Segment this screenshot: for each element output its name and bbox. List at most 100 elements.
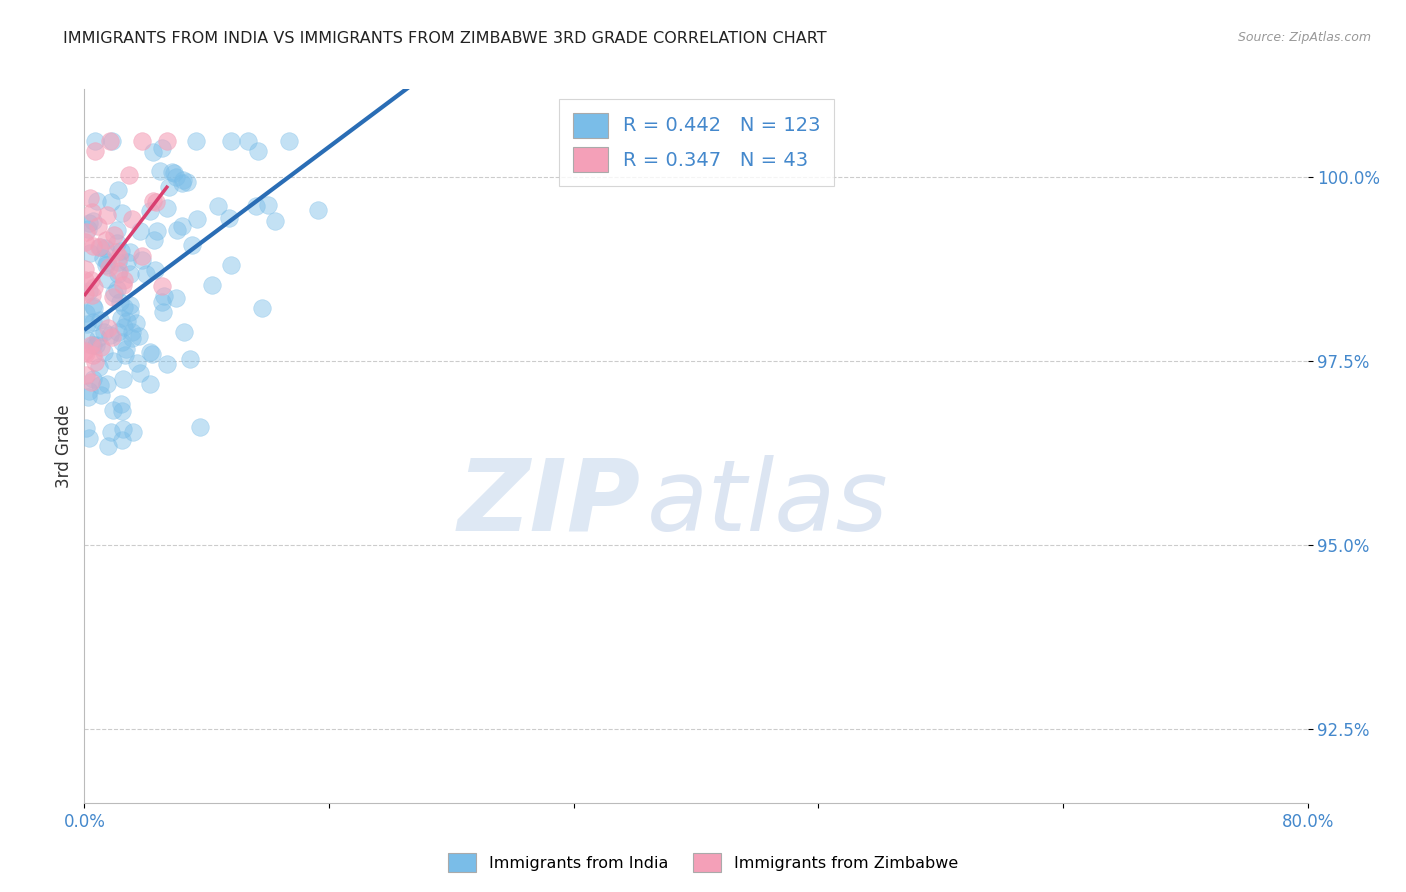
Point [118,297,141,311]
Point [100,329,122,343]
Point [256,198,278,212]
Point [131,249,153,263]
Point [150,294,173,309]
Point [188,420,211,434]
Point [83,301,105,315]
Point [111,335,134,350]
Point [103,285,125,300]
Point [75,344,97,359]
Point [83,355,105,369]
Point [75,332,97,346]
Point [107,267,129,281]
Point [101,289,124,303]
Point [97,260,120,275]
Point [111,404,134,418]
Point [131,134,153,148]
Point [93,252,115,266]
Point [82,214,104,228]
Point [107,183,129,197]
Point [110,311,132,326]
Point [145,195,167,210]
Point [176,175,198,189]
Point [110,244,132,259]
Point [165,291,187,305]
Point [307,202,329,217]
Legend: R = 0.442   N = 123, R = 0.347   N = 43: R = 0.442 N = 123, R = 0.347 N = 43 [560,99,834,186]
Point [94,233,117,247]
Point [112,273,135,287]
Point [89,240,111,254]
Point [77,216,100,230]
Point [80,337,103,351]
Point [82,372,104,386]
Point [100,194,122,209]
Point [186,212,208,227]
Point [163,165,186,179]
Point [100,134,122,148]
Point [101,403,124,417]
Point [75,273,97,287]
Point [160,165,183,179]
Point [90,388,112,402]
Point [105,235,128,250]
Point [128,329,150,343]
Point [75,420,97,434]
Point [122,425,145,439]
Point [82,239,104,253]
Point [93,325,115,339]
Point [150,141,173,155]
Point [110,397,132,411]
Point [278,134,301,148]
Point [125,317,148,331]
Point [79,375,101,389]
Point [118,267,141,281]
Point [157,180,180,194]
Point [156,134,179,148]
Point [75,368,97,383]
Point [108,250,131,264]
Point [76,318,98,332]
Point [118,168,141,182]
Point [115,254,138,268]
Point [75,306,97,320]
Point [172,173,194,187]
Point [236,134,259,148]
Point [111,277,134,292]
Point [96,255,118,269]
Point [87,359,110,374]
Point [101,134,124,148]
Point [82,288,104,302]
Point [112,300,135,314]
Point [149,164,172,178]
Point [141,347,163,361]
Point [201,278,224,293]
Point [82,299,104,313]
Point [135,267,157,281]
Point [114,348,136,362]
Point [90,340,112,354]
Point [139,204,162,219]
Point [146,224,169,238]
Text: IMMIGRANTS FROM INDIA VS IMMIGRANTS FROM ZIMBABWE 3RD GRADE CORRELATION CHART: IMMIGRANTS FROM INDIA VS IMMIGRANTS FROM… [63,31,827,46]
Point [108,295,131,310]
Point [75,287,97,301]
Point [142,145,165,159]
Point [79,191,101,205]
Point [118,244,141,259]
Point [105,223,128,237]
Point [97,321,120,335]
Point [125,356,148,370]
Point [80,273,103,287]
Point [112,320,135,334]
Point [80,204,103,219]
Point [77,285,100,299]
Point [143,262,166,277]
Point [75,262,97,277]
Point [84,135,107,149]
Point [129,224,152,238]
Point [75,346,97,360]
Point [76,390,98,404]
Point [181,238,204,252]
Point [219,134,242,148]
Point [152,305,174,319]
